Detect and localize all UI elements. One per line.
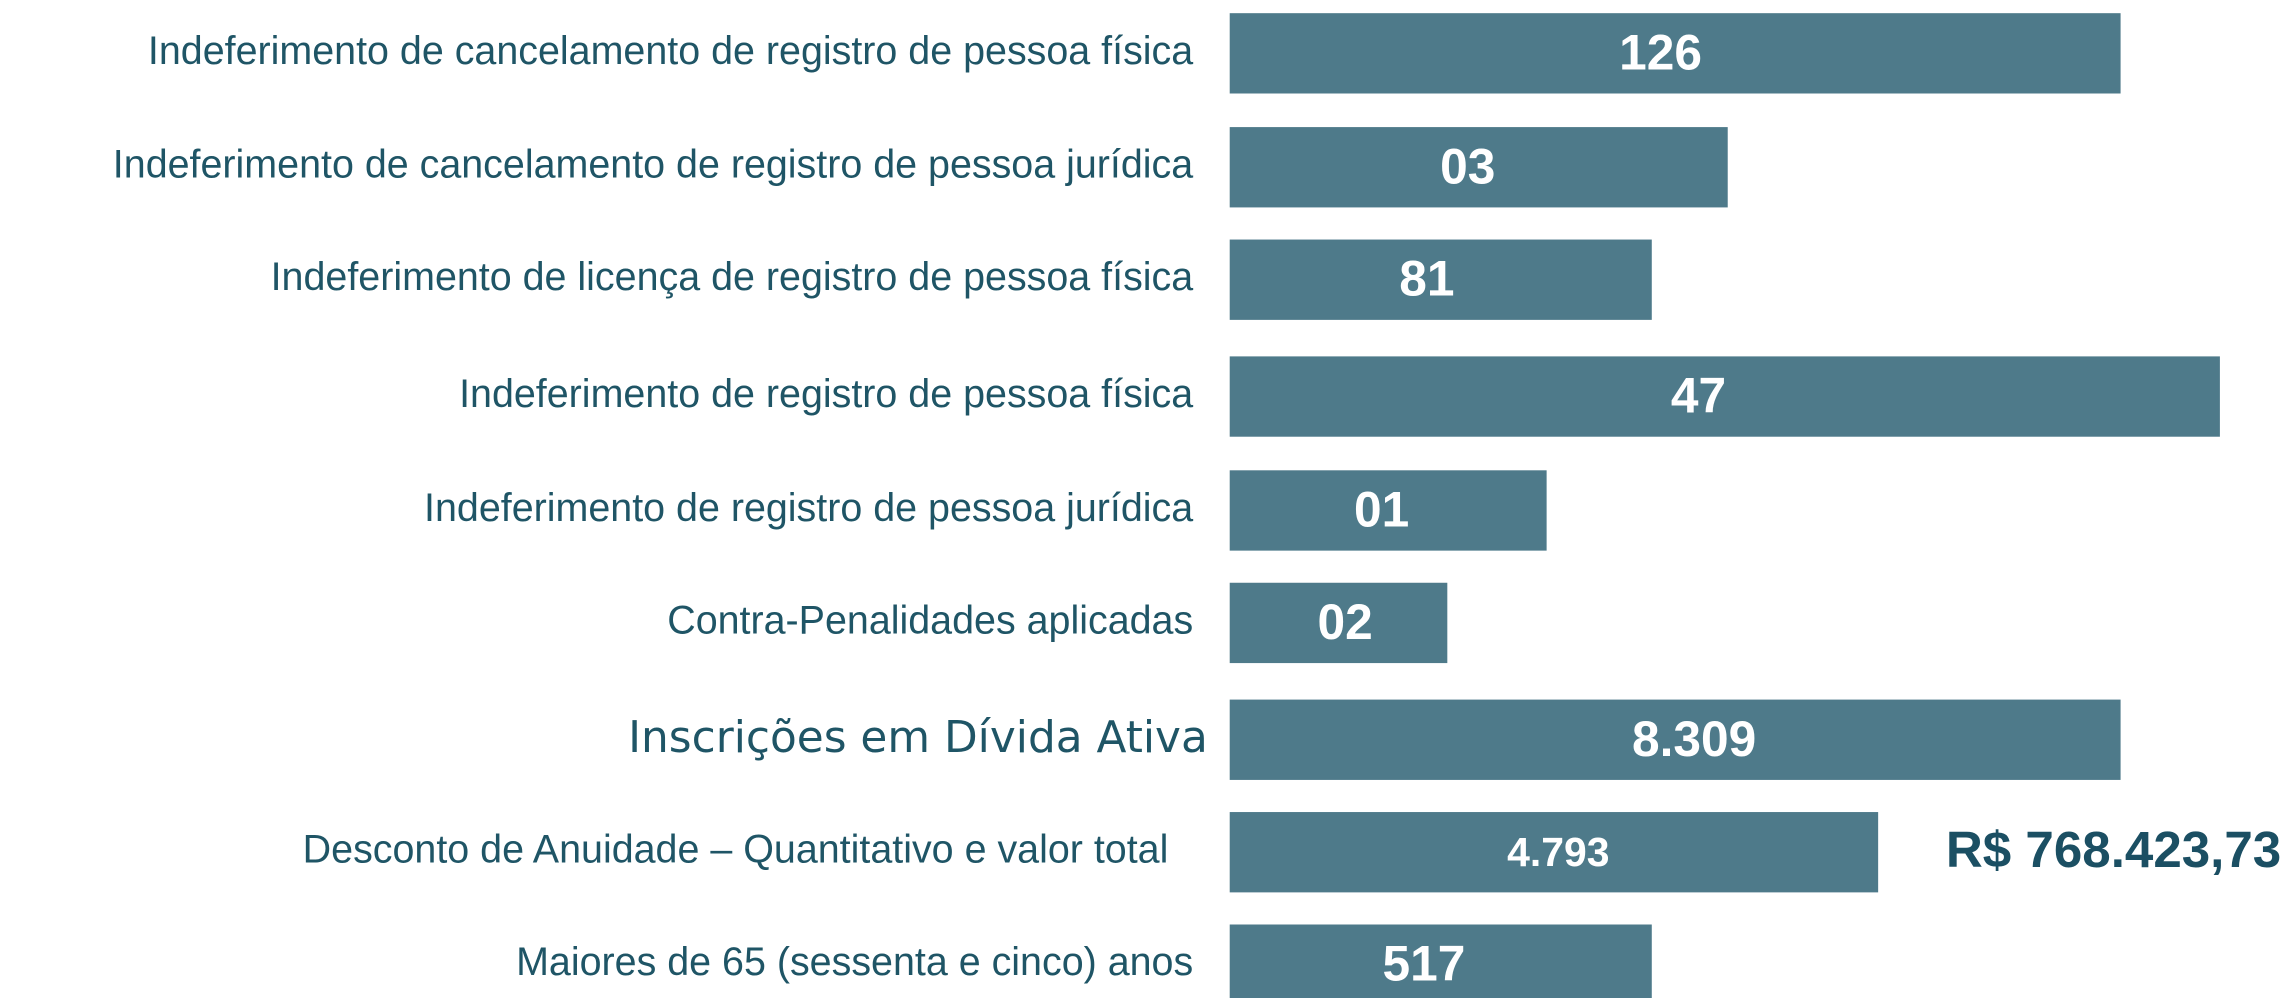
row-label: Inscrições em Dívida Ativa (628, 712, 1208, 763)
bar (1229, 356, 2220, 437)
row-value: 03 (1440, 138, 1495, 194)
row-value: 8.309 (1632, 711, 1756, 767)
row-value: 47 (1671, 368, 1726, 424)
bar (1229, 699, 2121, 780)
bar (1229, 127, 1728, 208)
row-value: 126 (1619, 24, 1702, 80)
bar (1229, 582, 1448, 664)
bar (1229, 812, 1879, 893)
row-value: 01 (1354, 481, 1409, 537)
row-label: Desconto de Anuidade – Quantitativo e va… (303, 828, 1169, 872)
row-label: Indeferimento de registro de pessoa físi… (459, 372, 1193, 416)
row-label: Contra-Penalidades aplicadas (667, 598, 1193, 642)
row-label: Indeferimento de licença de registro de … (271, 255, 1194, 299)
row-label: Maiores de 65 (sessenta e cinco) anos (516, 940, 1193, 984)
row-value: 02 (1317, 594, 1372, 650)
row-value: 81 (1399, 251, 1454, 307)
bar (1229, 13, 2121, 94)
row-total: R$ 768.423,73 (1946, 821, 2281, 878)
bar (1229, 470, 1547, 551)
row-label: Indeferimento de cancelamento de registr… (113, 143, 1193, 187)
row-value: 517 (1383, 936, 1466, 992)
row-value: 4.793 (1507, 829, 1609, 875)
row-label: Indeferimento de registro de pessoa jurí… (424, 486, 1193, 530)
bar (1229, 924, 1652, 998)
row-label: Indeferimento de cancelamento de registr… (148, 29, 1193, 73)
bar (1229, 239, 1652, 320)
